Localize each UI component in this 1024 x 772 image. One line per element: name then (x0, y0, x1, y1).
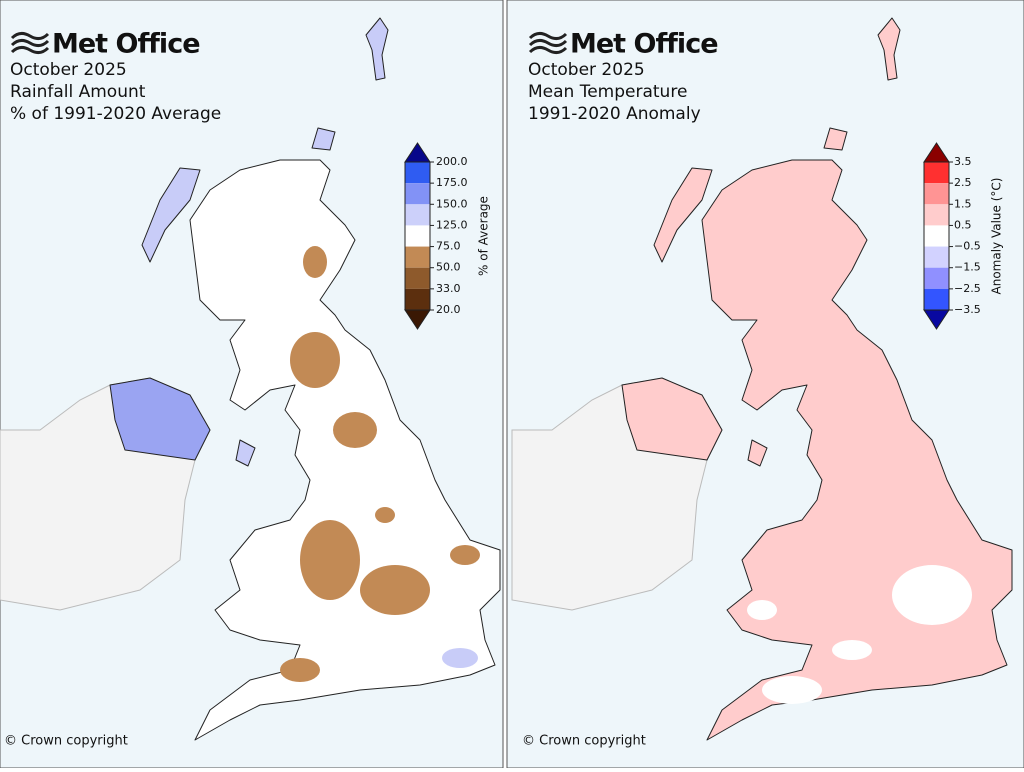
colorbar-segment (924, 204, 949, 226)
logo-wave (10, 45, 50, 55)
colorbar-tick-label: 3.5 (954, 155, 972, 168)
rainfall-patch (442, 648, 478, 668)
colorbar-tick-label: 1.5 (954, 197, 972, 210)
rainfall-map (0, 17, 501, 741)
colorbar-tick-label: 150.0 (436, 197, 468, 210)
colorbar-tick-label: 75.0 (436, 240, 461, 253)
colorbar-segment (924, 246, 949, 268)
title-line: October 2025 (10, 60, 127, 80)
logo-wave (10, 38, 50, 48)
colorbar-segment (924, 225, 949, 247)
colorbar-segment (924, 183, 949, 205)
title-line: Mean Temperature (528, 82, 687, 102)
colorbar-segment (405, 204, 430, 226)
colorbar-tick-label: 200.0 (436, 155, 468, 168)
colorbar-segment (405, 288, 430, 310)
colorbar-tick-label: 175.0 (436, 176, 468, 189)
colorbar-tick-label: 2.5 (954, 176, 972, 189)
colorbar-segment (924, 162, 949, 184)
rainfall-patches (280, 246, 480, 682)
colorbar-tick-label: −0.5 (954, 240, 981, 253)
colorbar-segment (924, 267, 949, 289)
colorbar-tick-label: 50.0 (436, 261, 461, 274)
title-line: Rainfall Amount (10, 82, 146, 102)
colorbar-frame (404, 161, 431, 311)
colorbar-segment (405, 246, 430, 268)
colorbar-tick-label: 125.0 (436, 218, 468, 231)
logo-text: Met Office (52, 29, 200, 60)
title-line: % of 1991-2020 Average (10, 104, 221, 124)
logo-text: Met Office (570, 29, 718, 60)
colorbar-segment (405, 225, 430, 247)
logo-wave (528, 45, 568, 55)
title-line: October 2025 (528, 60, 645, 80)
colorbar-label: Anomaly Value (°C) (990, 178, 1004, 295)
copyright: © Crown copyright (522, 734, 646, 749)
colorbar-tick-label: 20.0 (436, 303, 461, 316)
colorbar-segment (924, 288, 949, 310)
colorbar-tick-label: −3.5 (954, 303, 981, 316)
colorbar-tick-label: −2.5 (954, 282, 981, 295)
logo-wave (528, 31, 568, 41)
met-office-logo: Met Office (10, 29, 201, 60)
logo-wave (528, 38, 568, 48)
colorbar-tick-label: 33.0 (436, 282, 461, 295)
colorbar-tick-label: −1.5 (954, 261, 981, 274)
met-office-logo: Met Office (528, 29, 719, 60)
colorbar-tick-label: 0.5 (954, 218, 972, 231)
copyright: © Crown copyright (4, 734, 128, 749)
logo-wave (10, 31, 50, 41)
colorbar-segment (405, 162, 430, 184)
colorbar-label: % of Average (477, 196, 491, 276)
temperature-patches (747, 565, 972, 704)
title-line: 1991-2020 Anomaly (528, 104, 701, 124)
colorbar-segment (405, 183, 430, 205)
colorbar-frame (923, 161, 950, 311)
colorbar-segment (405, 267, 430, 289)
temperature-map (511, 17, 1013, 741)
